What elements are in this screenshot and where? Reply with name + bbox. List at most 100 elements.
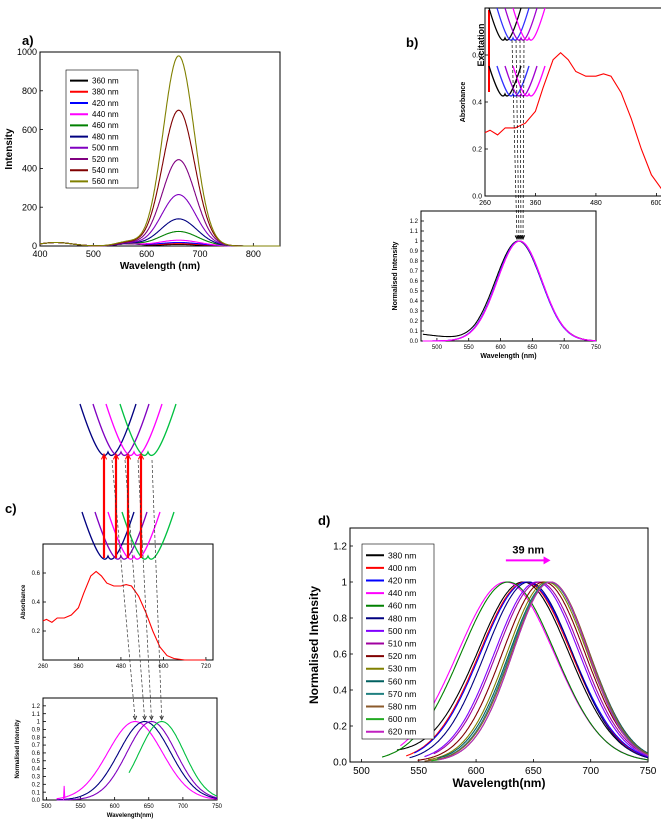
legend-label: 520 nm: [388, 651, 416, 661]
panel-a: a) 400 500 600 700 800 0 200 400 600 800 1000 Wavele…: [4, 33, 281, 272]
y-tick-label: 1.1: [410, 229, 419, 235]
emission-curve: [422, 240, 597, 342]
x-tick-label: 650: [527, 345, 538, 351]
x-tick-label: 750: [640, 766, 657, 777]
x-axis-label: Wavelength(nm): [107, 813, 153, 819]
x-tick-label: 550: [76, 804, 87, 810]
y-tick-label: 0.6: [410, 279, 419, 285]
upper-parabola: [79, 403, 137, 457]
x-tick-label: 720: [201, 664, 212, 670]
y-tick-label: 1.1: [32, 712, 41, 718]
shift-label: 39 nm: [512, 544, 544, 556]
x-tick-label: 400: [32, 249, 47, 259]
lower-parabola: [107, 511, 161, 560]
emission-curve: [422, 240, 596, 342]
arrow-head: [159, 715, 164, 721]
panel-b: b)2603604806007200.00.20.40.6AbsorbanceE…: [392, 7, 661, 360]
x-tick-label: 600: [110, 804, 121, 810]
emission-curve: [438, 581, 649, 761]
y-tick-label: 0.2: [32, 782, 41, 788]
y-tick-label: 0.4: [410, 299, 419, 305]
emission-curve: [422, 240, 596, 342]
emission-curve: [436, 581, 649, 759]
emission-curve: [413, 581, 649, 758]
lower-parabola: [488, 65, 522, 97]
x-tick-label: 480: [590, 200, 602, 207]
arrow-head: [520, 235, 526, 241]
legend-label: 540 nm: [92, 166, 119, 175]
legend-label: 380 nm: [388, 550, 416, 560]
legend-label: 500 nm: [388, 626, 416, 636]
x-tick-label: 500: [353, 766, 370, 777]
plot-frame: [42, 697, 218, 801]
legend-label: 500 nm: [92, 144, 119, 153]
plot-frame: [39, 51, 281, 247]
legend-label: 510 nm: [388, 638, 416, 648]
legend: [65, 69, 139, 189]
panel-label: c): [5, 501, 17, 516]
panel-label: a): [22, 33, 34, 48]
emission-curve: [39, 55, 280, 247]
legend-label: 400 nm: [388, 563, 416, 573]
legend-label: 570 nm: [388, 689, 416, 699]
panel-label: d): [318, 513, 330, 528]
y-tick-label: 1: [37, 720, 41, 726]
x-axis-label: Wavelength (nm): [120, 261, 200, 272]
y-tick-label: 0.3: [410, 309, 419, 315]
legend-label: 440 nm: [388, 588, 416, 598]
legend-label: 420 nm: [92, 99, 119, 108]
x-tick-label: 600: [158, 664, 169, 670]
connector-line: [151, 459, 163, 720]
emission-curve: [39, 194, 280, 247]
y-axis-label: Absorbance: [21, 584, 27, 619]
y-axis-label: Absorbance: [460, 82, 467, 123]
emission-curve: [427, 581, 649, 761]
x-tick-label: 500: [41, 804, 52, 810]
x-tick-label: 700: [192, 249, 207, 259]
y-tick-label: 0.1: [32, 790, 41, 796]
y-tick-label: 0.6: [32, 751, 41, 757]
x-tick-label: 260: [479, 200, 491, 207]
plot-frame: [420, 210, 597, 342]
y-tick-label: 0.6: [32, 571, 41, 577]
arrow-head: [149, 715, 154, 721]
panel-c: c) 260 360 480 600 720 0.2 0.4 0.6 Absorbance 500 5…: [5, 403, 223, 819]
legend-label: 460 nm: [92, 121, 119, 130]
legend-label: 560 nm: [92, 177, 119, 186]
absorbance-curve: [42, 570, 206, 661]
raman-spike: [62, 785, 66, 801]
x-tick-label: 700: [582, 766, 599, 777]
y-tick-label: 1: [341, 578, 347, 589]
legend-label: 460 nm: [388, 601, 416, 611]
x-tick-label: 600: [651, 200, 661, 207]
x-tick-label: 260: [38, 664, 49, 670]
x-axis-label: Wavelength (nm): [480, 353, 536, 360]
lower-parabola: [94, 511, 148, 560]
emission-curve: [417, 581, 649, 761]
y-tick-label: 0.5: [32, 759, 41, 765]
emission-curve: [433, 581, 649, 756]
connector-line: [137, 459, 152, 720]
panel-d: d) 500 550 600 650 700 750 0.0 0.2 0.4 0.6 0.8 1 1.2 W…: [307, 513, 657, 790]
x-tick-label: 500: [432, 345, 443, 351]
y-tick-label: 200: [22, 202, 37, 212]
y-tick-label: 600: [22, 125, 37, 135]
y-tick-label: 0.6: [333, 650, 347, 661]
x-tick-label: 750: [212, 804, 223, 810]
emission-curve: [56, 720, 218, 801]
emission-curve: [409, 581, 649, 759]
y-tick-label: 0.2: [410, 319, 419, 325]
y-tick-label: 0.7: [32, 743, 41, 749]
y-tick-label: 1.2: [410, 219, 419, 225]
legend-label: 440 nm: [92, 110, 119, 119]
arrow-head: [100, 452, 108, 460]
y-tick-label: 0.0: [472, 193, 482, 200]
arrow-head: [112, 452, 120, 460]
excitation-label: Excitation: [476, 23, 486, 66]
y-tick-label: 0.3: [32, 775, 41, 781]
y-tick-label: 0.1: [410, 329, 419, 335]
upper-parabola: [504, 7, 538, 41]
upper-parabola: [92, 403, 150, 457]
lower-parabola: [496, 65, 530, 97]
